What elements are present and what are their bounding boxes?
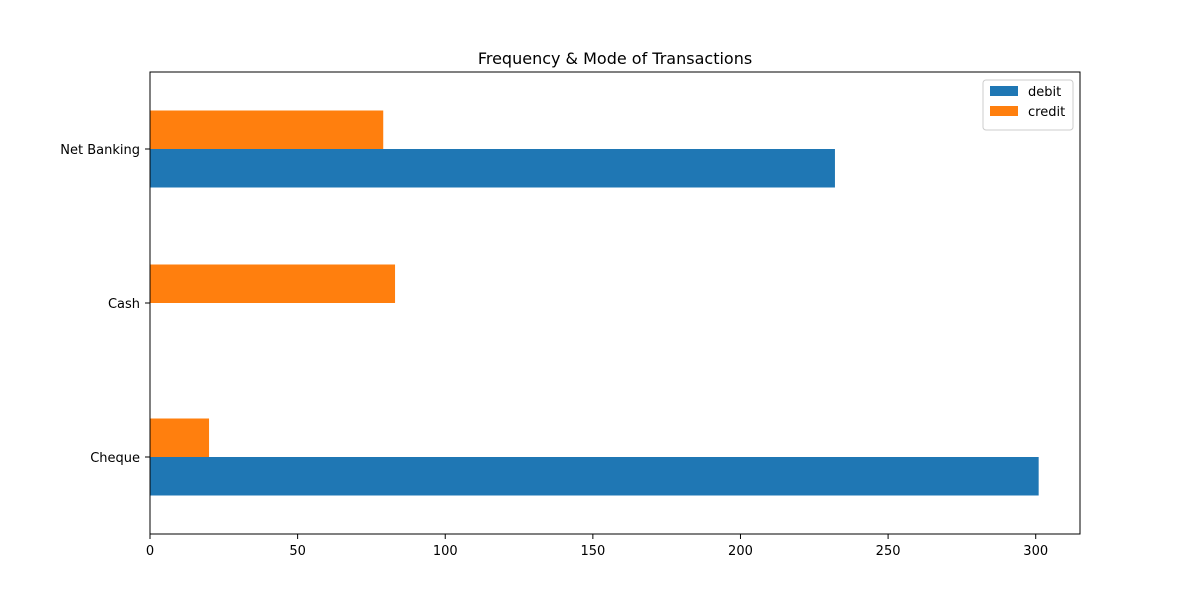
y-tick-label: Cheque: [90, 451, 140, 466]
x-tick-label: 100: [433, 544, 458, 559]
legend: debit credit: [982, 79, 1074, 131]
legend-swatch-credit: [990, 106, 1018, 116]
x-tick-label: 250: [876, 544, 901, 559]
y-tick-label: Net Banking: [60, 143, 140, 158]
bar-credit-net-banking: [150, 110, 384, 149]
legend-label-debit: debit: [1028, 85, 1061, 100]
y-tick-label: Cash: [108, 297, 140, 312]
x-tick-label: 0: [146, 544, 154, 559]
bar-debit-cheque: [150, 457, 1039, 496]
x-tick-label: 50: [289, 544, 306, 559]
x-axis: 0 50 100 150 200 250 300: [146, 534, 1048, 559]
legend-label-credit: credit: [1028, 105, 1065, 120]
bar-credit-cash: [150, 264, 396, 303]
x-tick-label: 200: [728, 544, 753, 559]
chart-title: Frequency & Mode of Transactions: [478, 49, 752, 68]
bar-debit-net-banking: [150, 149, 835, 188]
y-axis: Cheque Cash Net Banking: [60, 143, 150, 466]
legend-swatch-debit: [990, 86, 1018, 96]
x-tick-label: 300: [1023, 544, 1048, 559]
bars-layer: [150, 110, 1039, 496]
x-tick-label: 150: [580, 544, 605, 559]
bar-credit-cheque: [150, 418, 210, 457]
